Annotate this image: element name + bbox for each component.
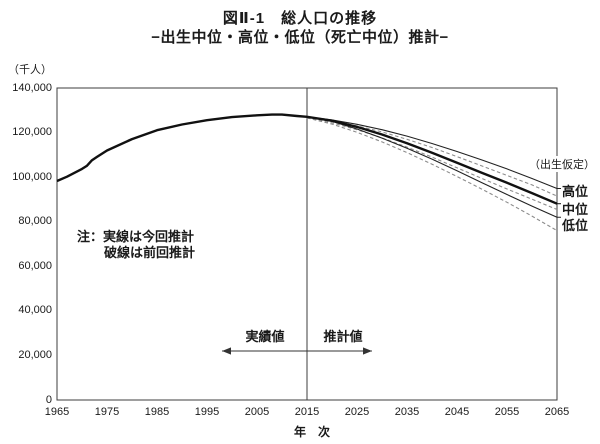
actual-span-label: 実績値: [245, 329, 285, 344]
note-annotation: 注：実線は今回推計 破線は前回推計: [77, 229, 195, 261]
projection-span-label: 推計値: [323, 329, 363, 344]
x-tick-label: 2005: [244, 406, 270, 418]
variant-label-low: 低位: [562, 218, 589, 234]
note-line-2: 破線は前回推計: [104, 245, 196, 260]
variant-label-medium: 中位: [562, 201, 589, 217]
x-tick-label: 1995: [194, 406, 220, 418]
y-tick-label: 120,000: [12, 126, 52, 139]
span-arrowhead-left-icon: [222, 347, 231, 355]
x-tick-label: 2025: [344, 406, 370, 418]
y-tick-label: 60,000: [18, 259, 52, 272]
series-actual: [56, 113, 308, 183]
x-tick-label: 2055: [494, 406, 520, 418]
x-tick-label: 2045: [444, 406, 470, 418]
series-prev_high: [306, 117, 558, 197]
series-prev_low: [306, 117, 558, 232]
variant-label-high: 高位: [562, 183, 589, 199]
x-tick-label: 1965: [44, 406, 70, 418]
series-current_high: [306, 116, 558, 190]
series-current_low: [306, 116, 558, 218]
series-current_med: [306, 115, 558, 205]
span-arrowhead-right-icon: [363, 347, 372, 355]
x-tick-label: 2065: [544, 406, 570, 418]
x-tick-label: 1975: [94, 406, 120, 418]
y-tick-label: 140,000: [12, 81, 52, 94]
page-title: 図Ⅱ-1 総人口の推移: [222, 10, 378, 27]
x-axis-title: 年 次: [293, 425, 330, 439]
x-tick-label: 2035: [394, 406, 420, 418]
y-tick-label: 80,000: [18, 215, 52, 228]
y-tick-label: 40,000: [18, 304, 52, 317]
y-axis-unit-label: （千人）: [8, 64, 52, 76]
y-tick-label: 100,000: [12, 170, 52, 183]
note-line-1: 注：実線は今回推計: [77, 229, 195, 244]
series-prev_med: [306, 117, 558, 211]
page-subtitle: −出生中位・高位・低位（死亡中位）推計−: [151, 29, 449, 46]
birth-assumption-label: （出生仮定）: [528, 156, 596, 172]
y-tick-label: 0: [45, 393, 52, 406]
y-tick-label: 20,000: [18, 348, 52, 361]
x-tick-label: 2015: [294, 406, 320, 418]
x-tick-label: 1985: [144, 406, 170, 418]
